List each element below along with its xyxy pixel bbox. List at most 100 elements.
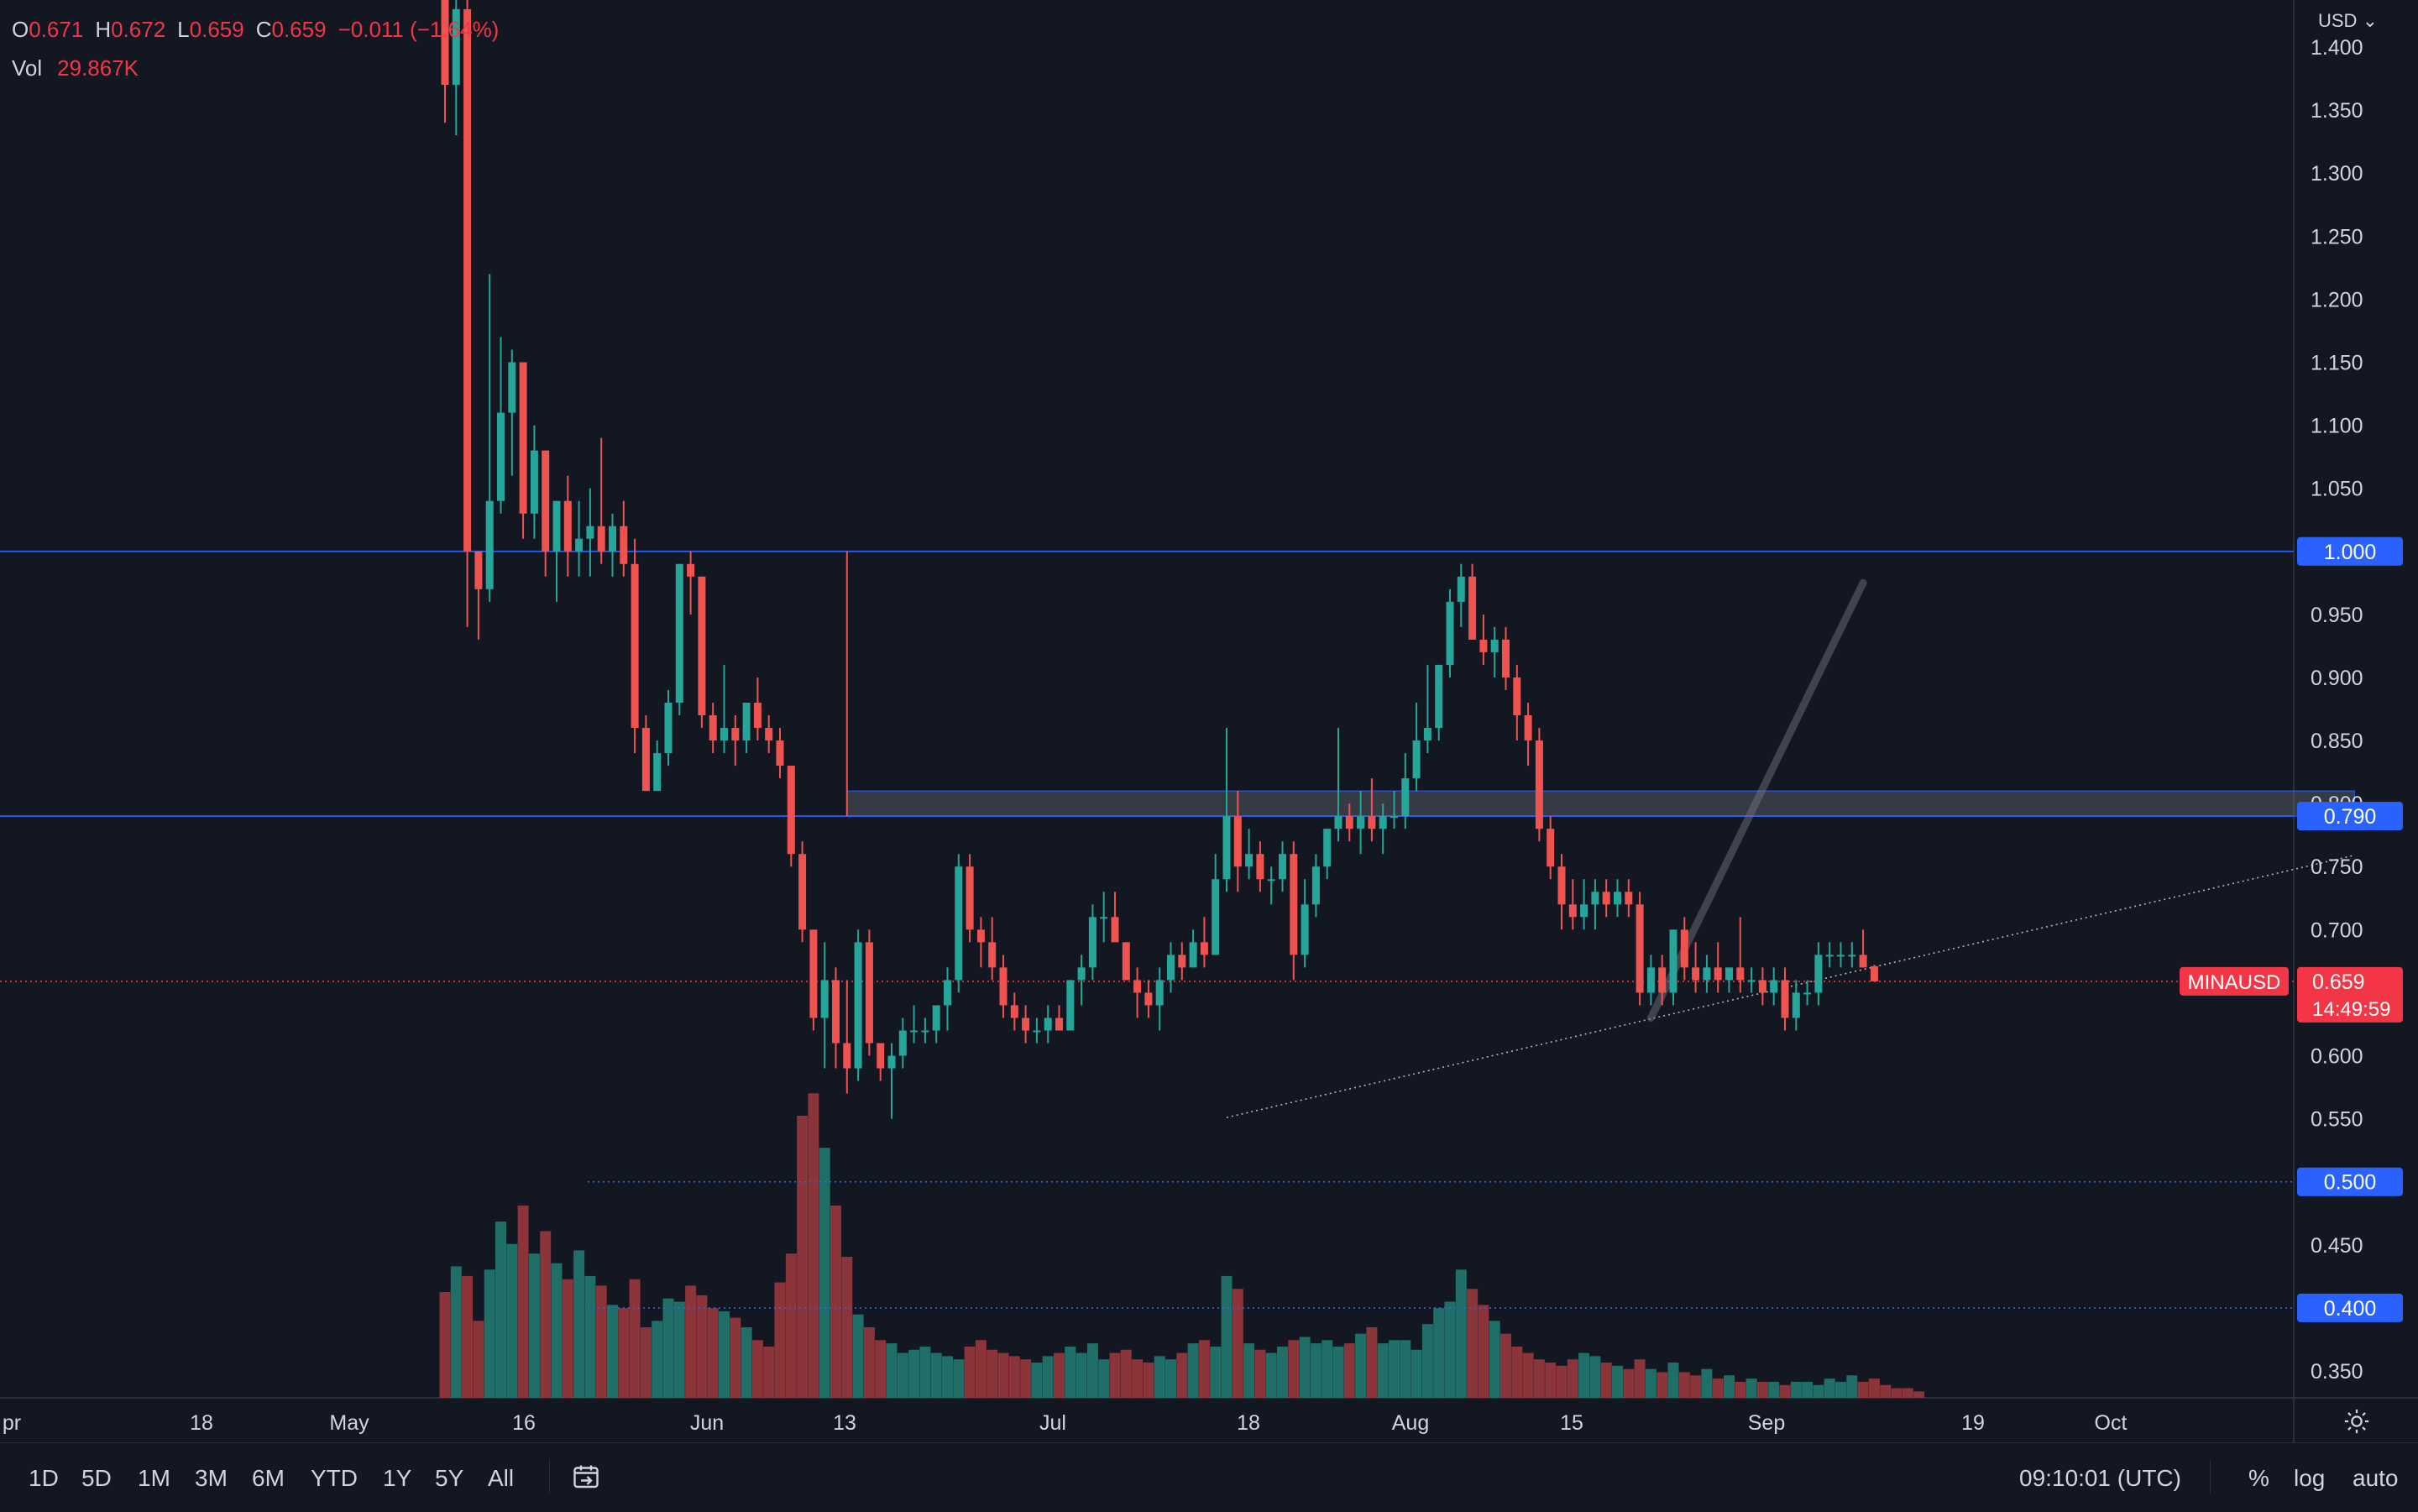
candle[interactable] [1490,626,1499,678]
candle[interactable] [1770,967,1778,1006]
candle[interactable] [1703,955,1711,993]
range-ytd-button[interactable]: YTD [311,1465,358,1491]
candle[interactable] [641,715,650,792]
candle[interactable] [1334,728,1342,842]
candle[interactable] [832,967,840,1069]
candle[interactable] [1144,980,1153,1018]
range-1m-button[interactable]: 1M [138,1465,170,1491]
candle[interactable] [976,917,985,968]
candle[interactable] [798,841,807,943]
currency-selector[interactable]: USD ⌄ [2318,10,2378,32]
candle[interactable] [1245,829,1253,880]
range-1d-button[interactable]: 1D [29,1465,59,1491]
candle[interactable] [653,740,662,792]
candle[interactable] [519,362,527,539]
candle[interactable] [1848,942,1856,968]
candle[interactable] [675,563,683,716]
candle[interactable] [1033,1018,1041,1044]
candle[interactable] [485,274,494,602]
candle[interactable] [1088,904,1096,981]
candle[interactable] [1446,589,1454,678]
candle[interactable] [988,917,997,981]
candle[interactable] [1200,917,1208,968]
candle[interactable] [1435,664,1443,741]
candle[interactable] [1155,967,1164,1031]
candle[interactable] [1725,967,1733,993]
candle[interactable] [1758,967,1766,1006]
candle[interactable] [1870,965,1878,981]
level-price-badge[interactable] [2297,802,2403,831]
candle[interactable] [497,337,505,514]
candle[interactable] [1233,791,1242,892]
candle[interactable] [563,475,572,577]
candle[interactable] [1010,992,1018,1031]
calendar-goto-icon[interactable] [571,1462,601,1492]
level-price-badge[interactable] [2297,536,2403,566]
candle[interactable] [809,929,818,1031]
auto-scale-toggle[interactable]: auto [2353,1465,2399,1491]
candle[interactable] [1658,955,1667,1006]
level-price-badge[interactable] [2297,1293,2403,1322]
candle[interactable] [474,551,483,640]
candle[interactable] [1825,942,1834,968]
price-axis[interactable]: 1.4501.4001.3501.3001.2501.2001.1501.100… [2180,0,2403,1384]
candle[interactable] [865,929,873,1056]
candle[interactable] [452,0,460,136]
candle[interactable] [1625,879,1633,918]
candle[interactable] [664,689,673,766]
candle[interactable] [854,929,862,1081]
candle[interactable] [1345,803,1353,842]
candle[interactable] [1323,829,1332,880]
candle[interactable] [1814,942,1823,1006]
candle[interactable] [1736,917,1745,993]
candle[interactable] [1189,929,1197,968]
candle[interactable] [1301,879,1309,968]
candle[interactable] [1714,942,1722,993]
candle[interactable] [955,854,963,993]
candle[interactable] [1122,942,1130,981]
candle[interactable] [1859,929,1867,968]
candle[interactable] [1535,728,1543,842]
candle[interactable] [1646,955,1655,1006]
candle[interactable] [698,576,706,729]
candle[interactable] [609,513,616,577]
candle[interactable] [1803,980,1812,1006]
range-all-button[interactable]: All [488,1465,515,1491]
candle[interactable] [1022,1005,1030,1044]
candle[interactable] [910,1005,919,1044]
candle[interactable] [1055,1005,1063,1031]
candle[interactable] [1468,563,1477,640]
trendline[interactable] [1226,854,2355,1118]
candle[interactable] [1591,879,1599,930]
candle[interactable] [1167,942,1175,993]
candle[interactable] [1747,967,1756,993]
candle[interactable] [441,0,449,123]
drawings[interactable] [0,550,2355,1309]
candle[interactable] [1368,778,1376,842]
candle[interactable] [1524,702,1532,766]
candle[interactable] [898,1018,907,1069]
candle[interactable] [1267,866,1275,905]
candle[interactable] [1580,879,1588,930]
range-5d-button[interactable]: 5D [81,1465,112,1491]
candle[interactable] [1066,980,1075,1031]
candle[interactable] [463,0,472,627]
candle[interactable] [999,955,1008,1018]
candle[interactable] [1222,728,1231,892]
candle[interactable] [1133,967,1142,1018]
candle[interactable] [776,728,784,779]
candle[interactable] [966,854,974,943]
candle[interactable] [1401,753,1410,829]
candle[interactable] [1502,626,1510,690]
candle[interactable] [877,1043,885,1081]
candle[interactable] [542,450,550,577]
candle[interactable] [1513,664,1521,741]
candles[interactable] [441,0,1878,1119]
candle[interactable] [787,766,795,867]
candle[interactable] [1568,879,1577,930]
candle[interactable] [586,488,594,577]
candle[interactable] [932,1005,940,1044]
candle[interactable] [1390,791,1398,829]
support-zone-rectangle[interactable] [846,790,2355,817]
